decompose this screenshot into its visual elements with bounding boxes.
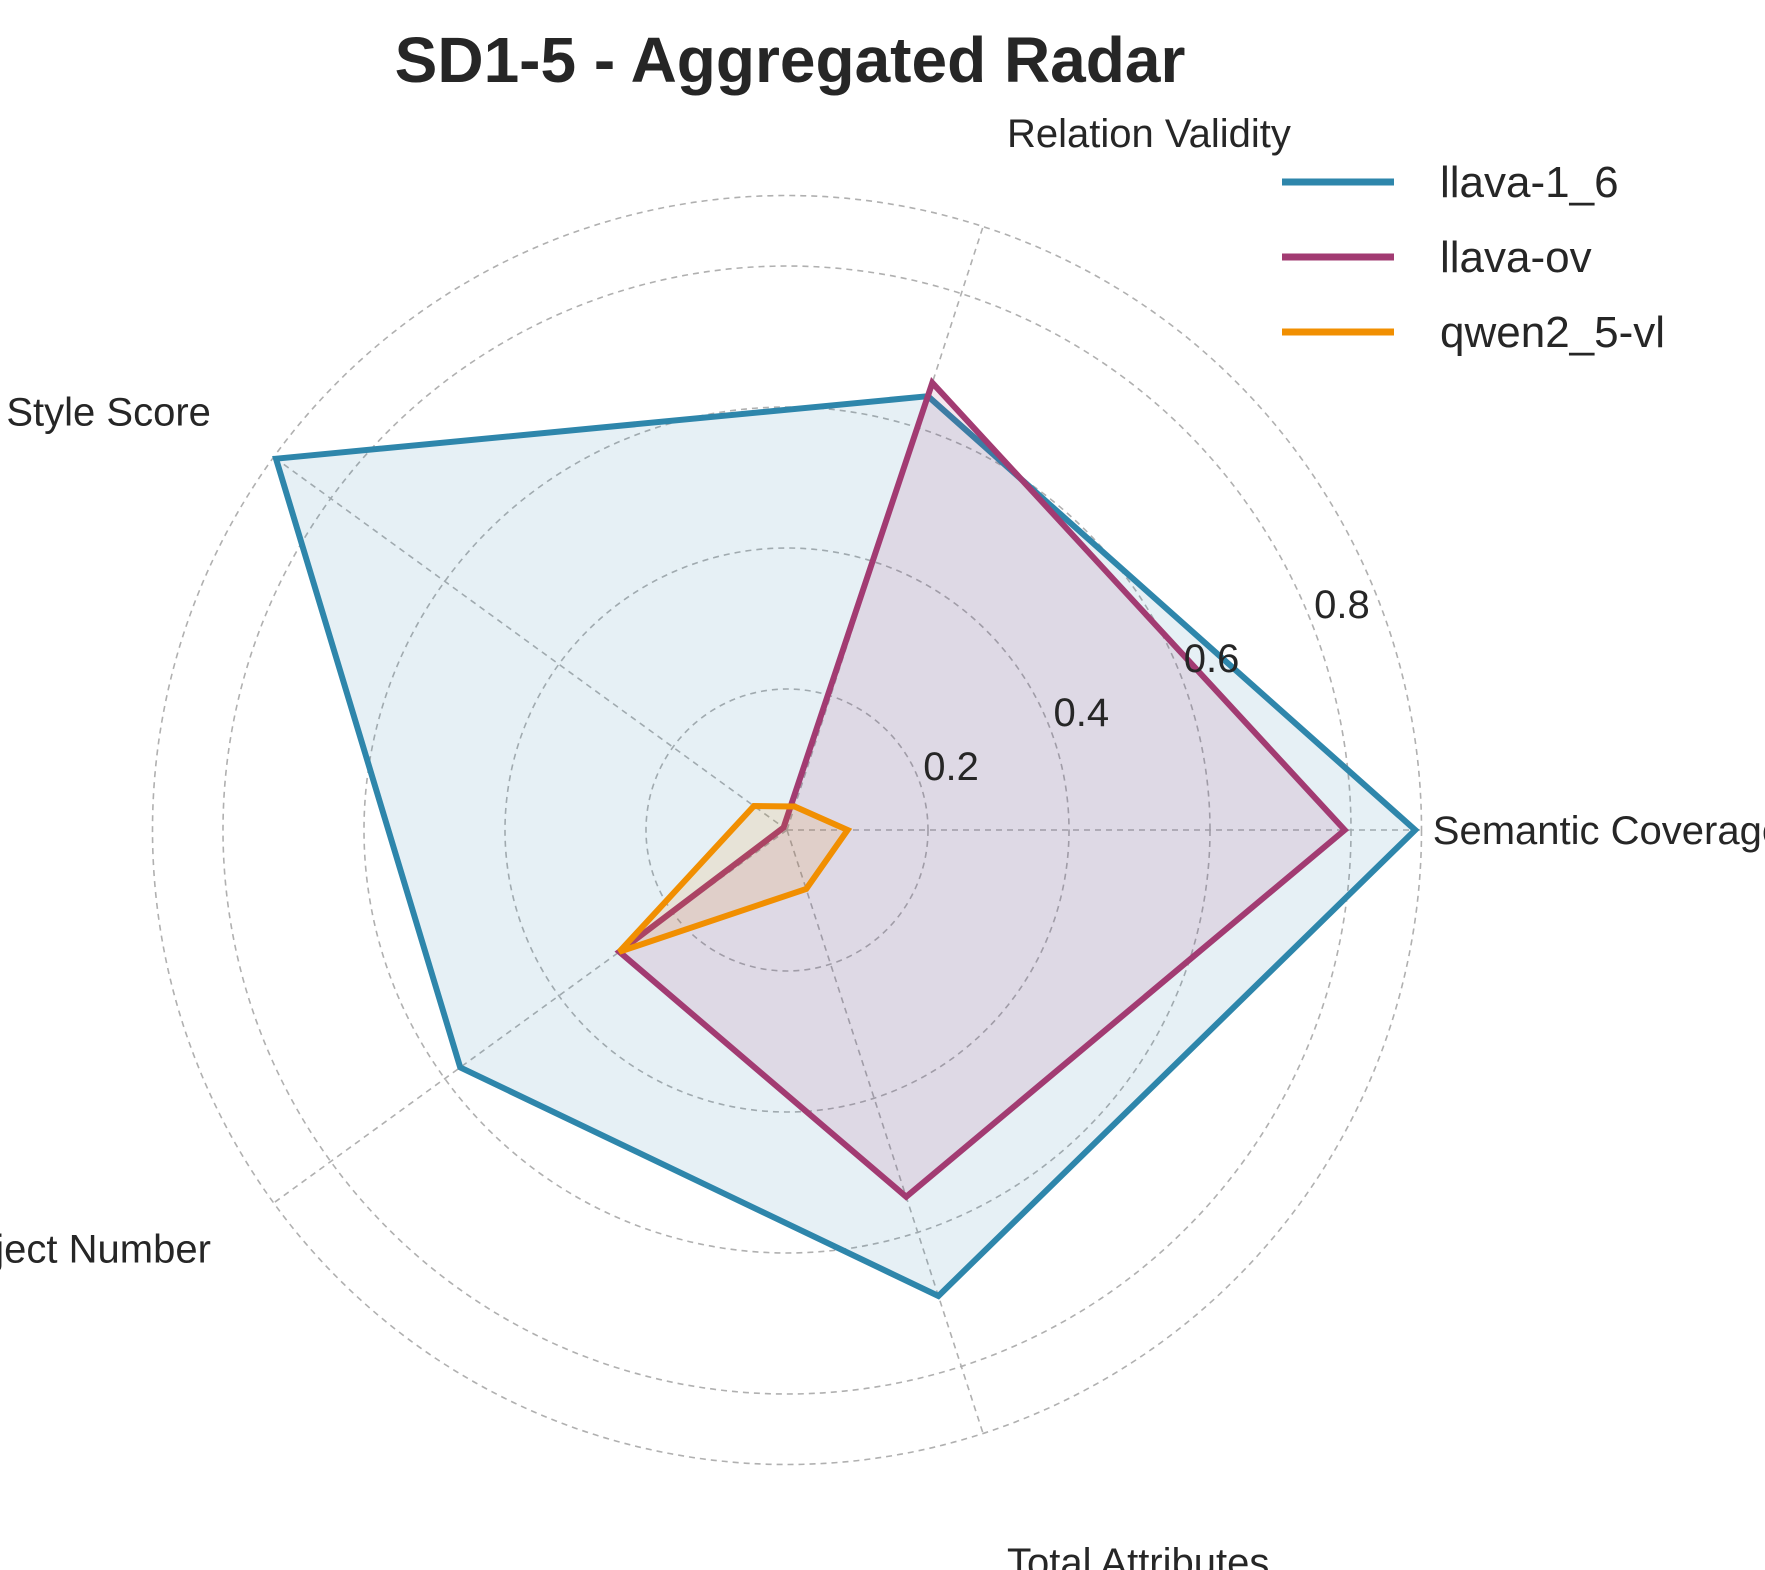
series-fill-llava-1_6 [276, 396, 1416, 1296]
radial-tick-label: 0.2 [923, 745, 979, 789]
grid-spoke [273, 456, 788, 831]
series-line-llava-ov [614, 377, 1350, 1201]
axis-label: Total Attributes [1007, 1541, 1269, 1570]
grid-spoke [273, 829, 788, 1204]
axis-label: Relation Validity [1007, 112, 1291, 156]
radar-labels: 0.2 0.4 0.6 0.8 Semantic Coverage Relation Va… [0, 112, 1765, 1570]
series-line-qwen2_5-vl [617, 802, 853, 955]
radial-tick-label: 0.8 [1314, 583, 1370, 627]
legend-label: qwen2_5-vl [1440, 308, 1665, 357]
axis-label: Style Score [6, 391, 211, 435]
series-fill-llava-ov [619, 382, 1345, 1197]
series-fill-qwen2_5-vl [619, 806, 848, 952]
grid-ring [151, 194, 1423, 1466]
axis-label: Semantic Coverage [1433, 809, 1765, 853]
radar-series [272, 377, 1420, 1300]
radar-grid [151, 194, 1423, 1466]
radial-tick-label: 0.4 [1054, 691, 1110, 735]
grid-ring [504, 547, 1070, 1113]
grid-ring [645, 688, 929, 972]
axis-label: Object Number [0, 1228, 211, 1272]
legend-label: llava-1_6 [1440, 158, 1619, 207]
radial-tick-label: 0.6 [1184, 637, 1240, 681]
grid-spoke [786, 226, 984, 831]
legend-label: llava-ov [1440, 233, 1592, 282]
chart-title: SD1-5 - Aggregated Radar [395, 24, 1186, 96]
grid-spoke [786, 829, 984, 1434]
legend: llava-1_6 llava-ov qwen2_5-vl [1282, 158, 1665, 357]
